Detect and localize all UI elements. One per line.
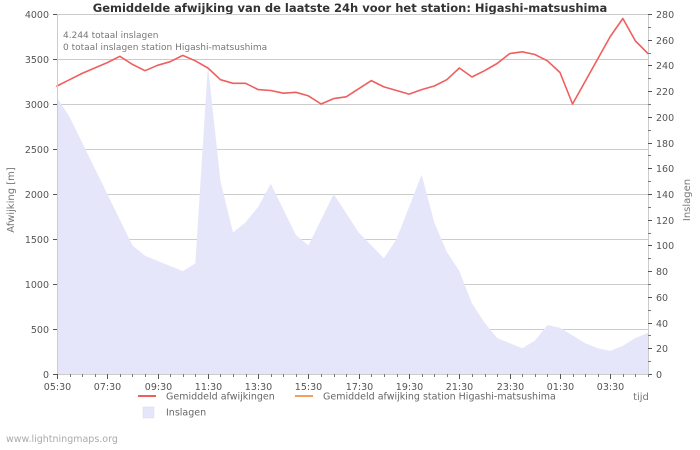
svg-text:05:30: 05:30 <box>44 382 71 393</box>
svg-text:23:30: 23:30 <box>497 382 524 393</box>
svg-text:2000: 2000 <box>25 190 49 201</box>
svg-text:1000: 1000 <box>25 280 49 291</box>
svg-text:3500: 3500 <box>25 55 49 66</box>
svg-text:2500: 2500 <box>25 145 49 156</box>
svg-text:280: 280 <box>656 10 674 21</box>
svg-text:80: 80 <box>656 267 668 278</box>
svg-text:180: 180 <box>656 139 674 150</box>
annotation-station-strikes: 0 totaal inslagen station Higashi-matsus… <box>63 43 267 53</box>
legend-swatch-2 <box>142 406 155 419</box>
svg-text:09:30: 09:30 <box>145 382 172 393</box>
svg-text:03:30: 03:30 <box>597 382 624 393</box>
strikes-area-series <box>57 65 648 374</box>
right-axis: 0 20 40 60 80 100 120 140 160 180 200 220 240 260 280 <box>648 10 674 381</box>
svg-text:100: 100 <box>656 241 674 252</box>
svg-text:1500: 1500 <box>25 235 49 246</box>
svg-text:140: 140 <box>656 190 674 201</box>
svg-text:200: 200 <box>656 113 674 124</box>
footer-url: www.lightningmaps.org <box>6 434 118 445</box>
svg-text:240: 240 <box>656 61 674 72</box>
legend-label-1: Gemiddeld afwijking station Higashi-mats… <box>323 392 556 403</box>
svg-text:19:30: 19:30 <box>396 382 423 393</box>
svg-text:11:30: 11:30 <box>195 382 222 393</box>
svg-text:20: 20 <box>656 344 668 355</box>
legend-label-2: Inslagen <box>166 408 206 419</box>
annotation-total-strikes: 4.244 totaal inslagen <box>63 31 158 41</box>
svg-text:120: 120 <box>656 216 674 227</box>
legend: Gemiddeld afwijkingen Gemiddeld afwijking… <box>138 392 556 419</box>
svg-text:21:30: 21:30 <box>446 382 473 393</box>
svg-text:3000: 3000 <box>25 100 49 111</box>
y-axis-title: Afwijking [m] <box>6 167 17 233</box>
x-axis: 05:30 07:30 09:30 11:30 13:30 15:30 17:30 19:30… <box>44 374 649 393</box>
svg-text:13:30: 13:30 <box>245 382 272 393</box>
y2-axis-title: Inslagen <box>682 179 693 221</box>
svg-text:4000: 4000 <box>25 10 49 21</box>
left-axis: 0 500 1000 1500 2000 2500 3000 3500 4000 <box>25 10 57 381</box>
svg-text:500: 500 <box>31 325 49 336</box>
svg-text:60: 60 <box>656 293 668 304</box>
svg-text:17:30: 17:30 <box>346 382 373 393</box>
svg-text:0: 0 <box>43 370 49 381</box>
svg-text:220: 220 <box>656 87 674 98</box>
svg-text:260: 260 <box>656 36 674 47</box>
legend-label-0: Gemiddeld afwijkingen <box>166 392 275 403</box>
svg-text:0: 0 <box>656 370 662 381</box>
svg-text:160: 160 <box>656 164 674 175</box>
svg-text:01:30: 01:30 <box>547 382 574 393</box>
svg-text:15:30: 15:30 <box>295 382 322 393</box>
svg-text:07:30: 07:30 <box>94 382 121 393</box>
x-axis-title: tijd <box>633 392 649 403</box>
avg-deviation-line-series <box>56 17 649 105</box>
chart-title: Gemiddelde afwijking van de laatste 24h … <box>92 1 608 15</box>
svg-text:40: 40 <box>656 319 668 330</box>
